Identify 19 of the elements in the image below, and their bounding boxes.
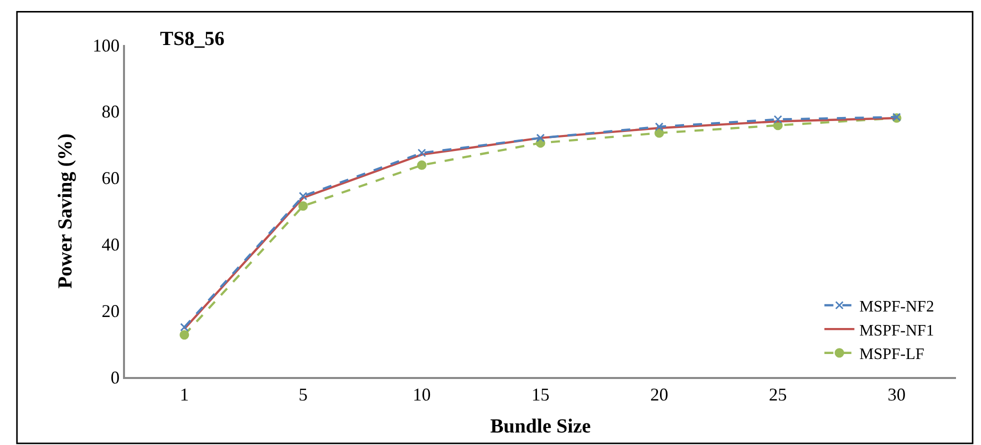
x-axis-title: Bundle Size (490, 415, 591, 438)
chart-title: TS8_56 (160, 28, 224, 50)
y-tick-label: 60 (102, 168, 120, 188)
x-tick-label: 10 (412, 384, 431, 404)
y-tick-label: 0 (110, 367, 120, 388)
legend-label: MSPF-NF2 (859, 298, 934, 316)
x-tick-label: 20 (650, 384, 668, 404)
x-tick-label: 15 (532, 384, 550, 404)
y-tick-label: 80 (102, 102, 120, 122)
legend-label: MSPF-LF (859, 346, 924, 364)
y-axis-title: Power Saving (%) (54, 133, 77, 289)
x-tick-label: 25 (768, 384, 787, 404)
x-tick-label: 30 (888, 384, 906, 404)
y-tick-label: 20 (102, 300, 120, 321)
y-tick-label: 40 (102, 234, 120, 254)
y-tick-label: 100 (92, 35, 120, 56)
x-tick-label: 5 (298, 384, 308, 404)
x-tick-label: 1 (180, 384, 189, 404)
legend-label: MSPF-NF1 (859, 322, 934, 340)
